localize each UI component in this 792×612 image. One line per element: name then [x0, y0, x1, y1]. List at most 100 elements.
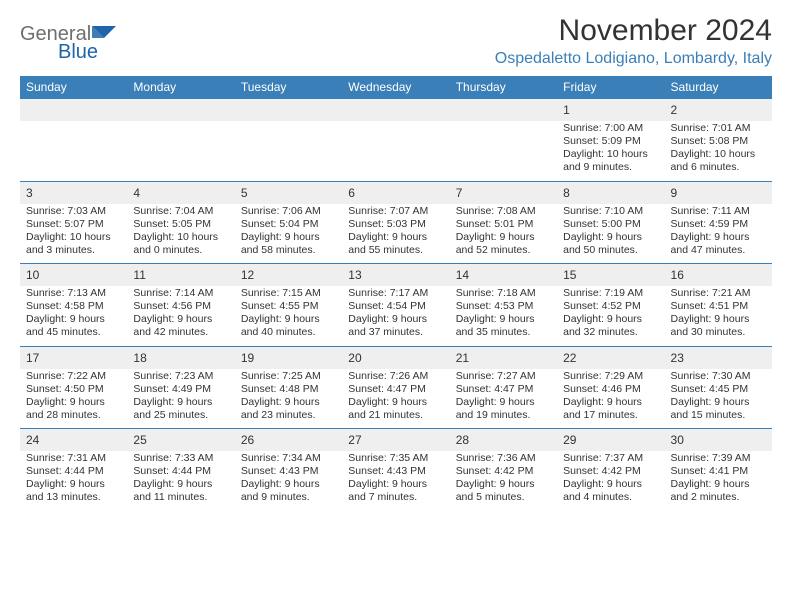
sunrise-text: Sunrise: 7:10 AM: [563, 205, 658, 218]
day-cell-number: 27: [342, 429, 449, 452]
day-cell-body: Sunrise: 7:19 AMSunset: 4:52 PMDaylight:…: [557, 286, 664, 346]
day-number: 16: [671, 268, 684, 282]
sunrise-text: Sunrise: 7:13 AM: [26, 287, 121, 300]
day-number: 18: [133, 351, 146, 365]
calendar-table: Sunday Monday Tuesday Wednesday Thursday…: [20, 76, 772, 511]
day-number: 9: [671, 186, 678, 200]
day-cell-number: 16: [665, 264, 772, 287]
day-cell-number: [127, 99, 234, 122]
day-cell-number: 4: [127, 181, 234, 204]
daylight-text: Daylight: 9 hours and 11 minutes.: [133, 478, 228, 504]
sunset-text: Sunset: 4:41 PM: [671, 465, 766, 478]
sunrise-text: Sunrise: 7:21 AM: [671, 287, 766, 300]
sunset-text: Sunset: 5:01 PM: [456, 218, 551, 231]
day-cell-body: Sunrise: 7:04 AMSunset: 5:05 PMDaylight:…: [127, 204, 234, 264]
sunrise-text: Sunrise: 7:23 AM: [133, 370, 228, 383]
day-number: 21: [456, 351, 469, 365]
sunrise-text: Sunrise: 7:18 AM: [456, 287, 551, 300]
sunset-text: Sunset: 5:04 PM: [241, 218, 336, 231]
day-cell-number: 9: [665, 181, 772, 204]
day-cell-body: Sunrise: 7:37 AMSunset: 4:42 PMDaylight:…: [557, 451, 664, 511]
sunrise-text: Sunrise: 7:08 AM: [456, 205, 551, 218]
daylight-text: Daylight: 9 hours and 47 minutes.: [671, 231, 766, 257]
sunrise-text: Sunrise: 7:14 AM: [133, 287, 228, 300]
sunset-text: Sunset: 4:44 PM: [133, 465, 228, 478]
sunset-text: Sunset: 5:03 PM: [348, 218, 443, 231]
day-cell-body: Sunrise: 7:18 AMSunset: 4:53 PMDaylight:…: [450, 286, 557, 346]
sunrise-text: Sunrise: 7:35 AM: [348, 452, 443, 465]
day-cell-body: [450, 121, 557, 181]
calendar-page: General Blue November 2024 Ospedaletto L…: [0, 0, 792, 521]
sunrise-text: Sunrise: 7:29 AM: [563, 370, 658, 383]
day-number: 1: [563, 103, 570, 117]
daylight-text: Daylight: 9 hours and 37 minutes.: [348, 313, 443, 339]
day-cell-number: 1: [557, 99, 664, 122]
daylight-text: Daylight: 9 hours and 25 minutes.: [133, 396, 228, 422]
day-cell-number: 29: [557, 429, 664, 452]
daylight-text: Daylight: 9 hours and 45 minutes.: [26, 313, 121, 339]
day-cell-body: [20, 121, 127, 181]
day-header: Saturday: [665, 76, 772, 99]
sunrise-text: Sunrise: 7:06 AM: [241, 205, 336, 218]
sunrise-text: Sunrise: 7:00 AM: [563, 122, 658, 135]
sunset-text: Sunset: 4:54 PM: [348, 300, 443, 313]
sunset-text: Sunset: 4:56 PM: [133, 300, 228, 313]
day-cell-body: Sunrise: 7:31 AMSunset: 4:44 PMDaylight:…: [20, 451, 127, 511]
day-cell-number: 25: [127, 429, 234, 452]
daylight-text: Daylight: 9 hours and 40 minutes.: [241, 313, 336, 339]
sunset-text: Sunset: 4:47 PM: [348, 383, 443, 396]
daylight-text: Daylight: 9 hours and 50 minutes.: [563, 231, 658, 257]
day-number: 17: [26, 351, 39, 365]
sunset-text: Sunset: 4:43 PM: [241, 465, 336, 478]
week-number-row: 10111213141516: [20, 264, 772, 287]
sunrise-text: Sunrise: 7:15 AM: [241, 287, 336, 300]
daylight-text: Daylight: 10 hours and 9 minutes.: [563, 148, 658, 174]
sunset-text: Sunset: 4:52 PM: [563, 300, 658, 313]
daylight-text: Daylight: 9 hours and 35 minutes.: [456, 313, 551, 339]
day-cell-body: [342, 121, 449, 181]
day-cell-number: 5: [235, 181, 342, 204]
daylight-text: Daylight: 9 hours and 42 minutes.: [133, 313, 228, 339]
day-cell-body: Sunrise: 7:25 AMSunset: 4:48 PMDaylight:…: [235, 369, 342, 429]
day-cell-number: 24: [20, 429, 127, 452]
day-cell-body: Sunrise: 7:26 AMSunset: 4:47 PMDaylight:…: [342, 369, 449, 429]
day-cell-body: Sunrise: 7:11 AMSunset: 4:59 PMDaylight:…: [665, 204, 772, 264]
sunset-text: Sunset: 4:49 PM: [133, 383, 228, 396]
sunset-text: Sunset: 5:07 PM: [26, 218, 121, 231]
sunset-text: Sunset: 4:42 PM: [563, 465, 658, 478]
day-number: 29: [563, 433, 576, 447]
day-cell-number: [235, 99, 342, 122]
sunrise-text: Sunrise: 7:19 AM: [563, 287, 658, 300]
sunset-text: Sunset: 5:09 PM: [563, 135, 658, 148]
day-cell-body: Sunrise: 7:36 AMSunset: 4:42 PMDaylight:…: [450, 451, 557, 511]
day-cell-number: 26: [235, 429, 342, 452]
day-number: 6: [348, 186, 355, 200]
day-cell-body: Sunrise: 7:29 AMSunset: 4:46 PMDaylight:…: [557, 369, 664, 429]
daylight-text: Daylight: 10 hours and 0 minutes.: [133, 231, 228, 257]
day-number: 4: [133, 186, 140, 200]
day-number: 23: [671, 351, 684, 365]
day-cell-number: 23: [665, 346, 772, 369]
sunset-text: Sunset: 4:43 PM: [348, 465, 443, 478]
daylight-text: Daylight: 9 hours and 23 minutes.: [241, 396, 336, 422]
sunrise-text: Sunrise: 7:26 AM: [348, 370, 443, 383]
week-number-row: 3456789: [20, 181, 772, 204]
logo-word2: Blue: [58, 41, 98, 60]
sunset-text: Sunset: 4:46 PM: [563, 383, 658, 396]
day-header-row: Sunday Monday Tuesday Wednesday Thursday…: [20, 76, 772, 99]
sunset-text: Sunset: 4:42 PM: [456, 465, 551, 478]
day-cell-body: Sunrise: 7:15 AMSunset: 4:55 PMDaylight:…: [235, 286, 342, 346]
day-cell-number: [342, 99, 449, 122]
day-cell-body: Sunrise: 7:39 AMSunset: 4:41 PMDaylight:…: [665, 451, 772, 511]
week-body-row: Sunrise: 7:03 AMSunset: 5:07 PMDaylight:…: [20, 204, 772, 264]
day-cell-number: 6: [342, 181, 449, 204]
day-cell-number: 28: [450, 429, 557, 452]
sunset-text: Sunset: 4:45 PM: [671, 383, 766, 396]
daylight-text: Daylight: 10 hours and 3 minutes.: [26, 231, 121, 257]
sunrise-text: Sunrise: 7:01 AM: [671, 122, 766, 135]
day-cell-number: 12: [235, 264, 342, 287]
day-cell-body: Sunrise: 7:35 AMSunset: 4:43 PMDaylight:…: [342, 451, 449, 511]
day-cell-body: Sunrise: 7:07 AMSunset: 5:03 PMDaylight:…: [342, 204, 449, 264]
day-cell-number: [20, 99, 127, 122]
sunset-text: Sunset: 4:59 PM: [671, 218, 766, 231]
